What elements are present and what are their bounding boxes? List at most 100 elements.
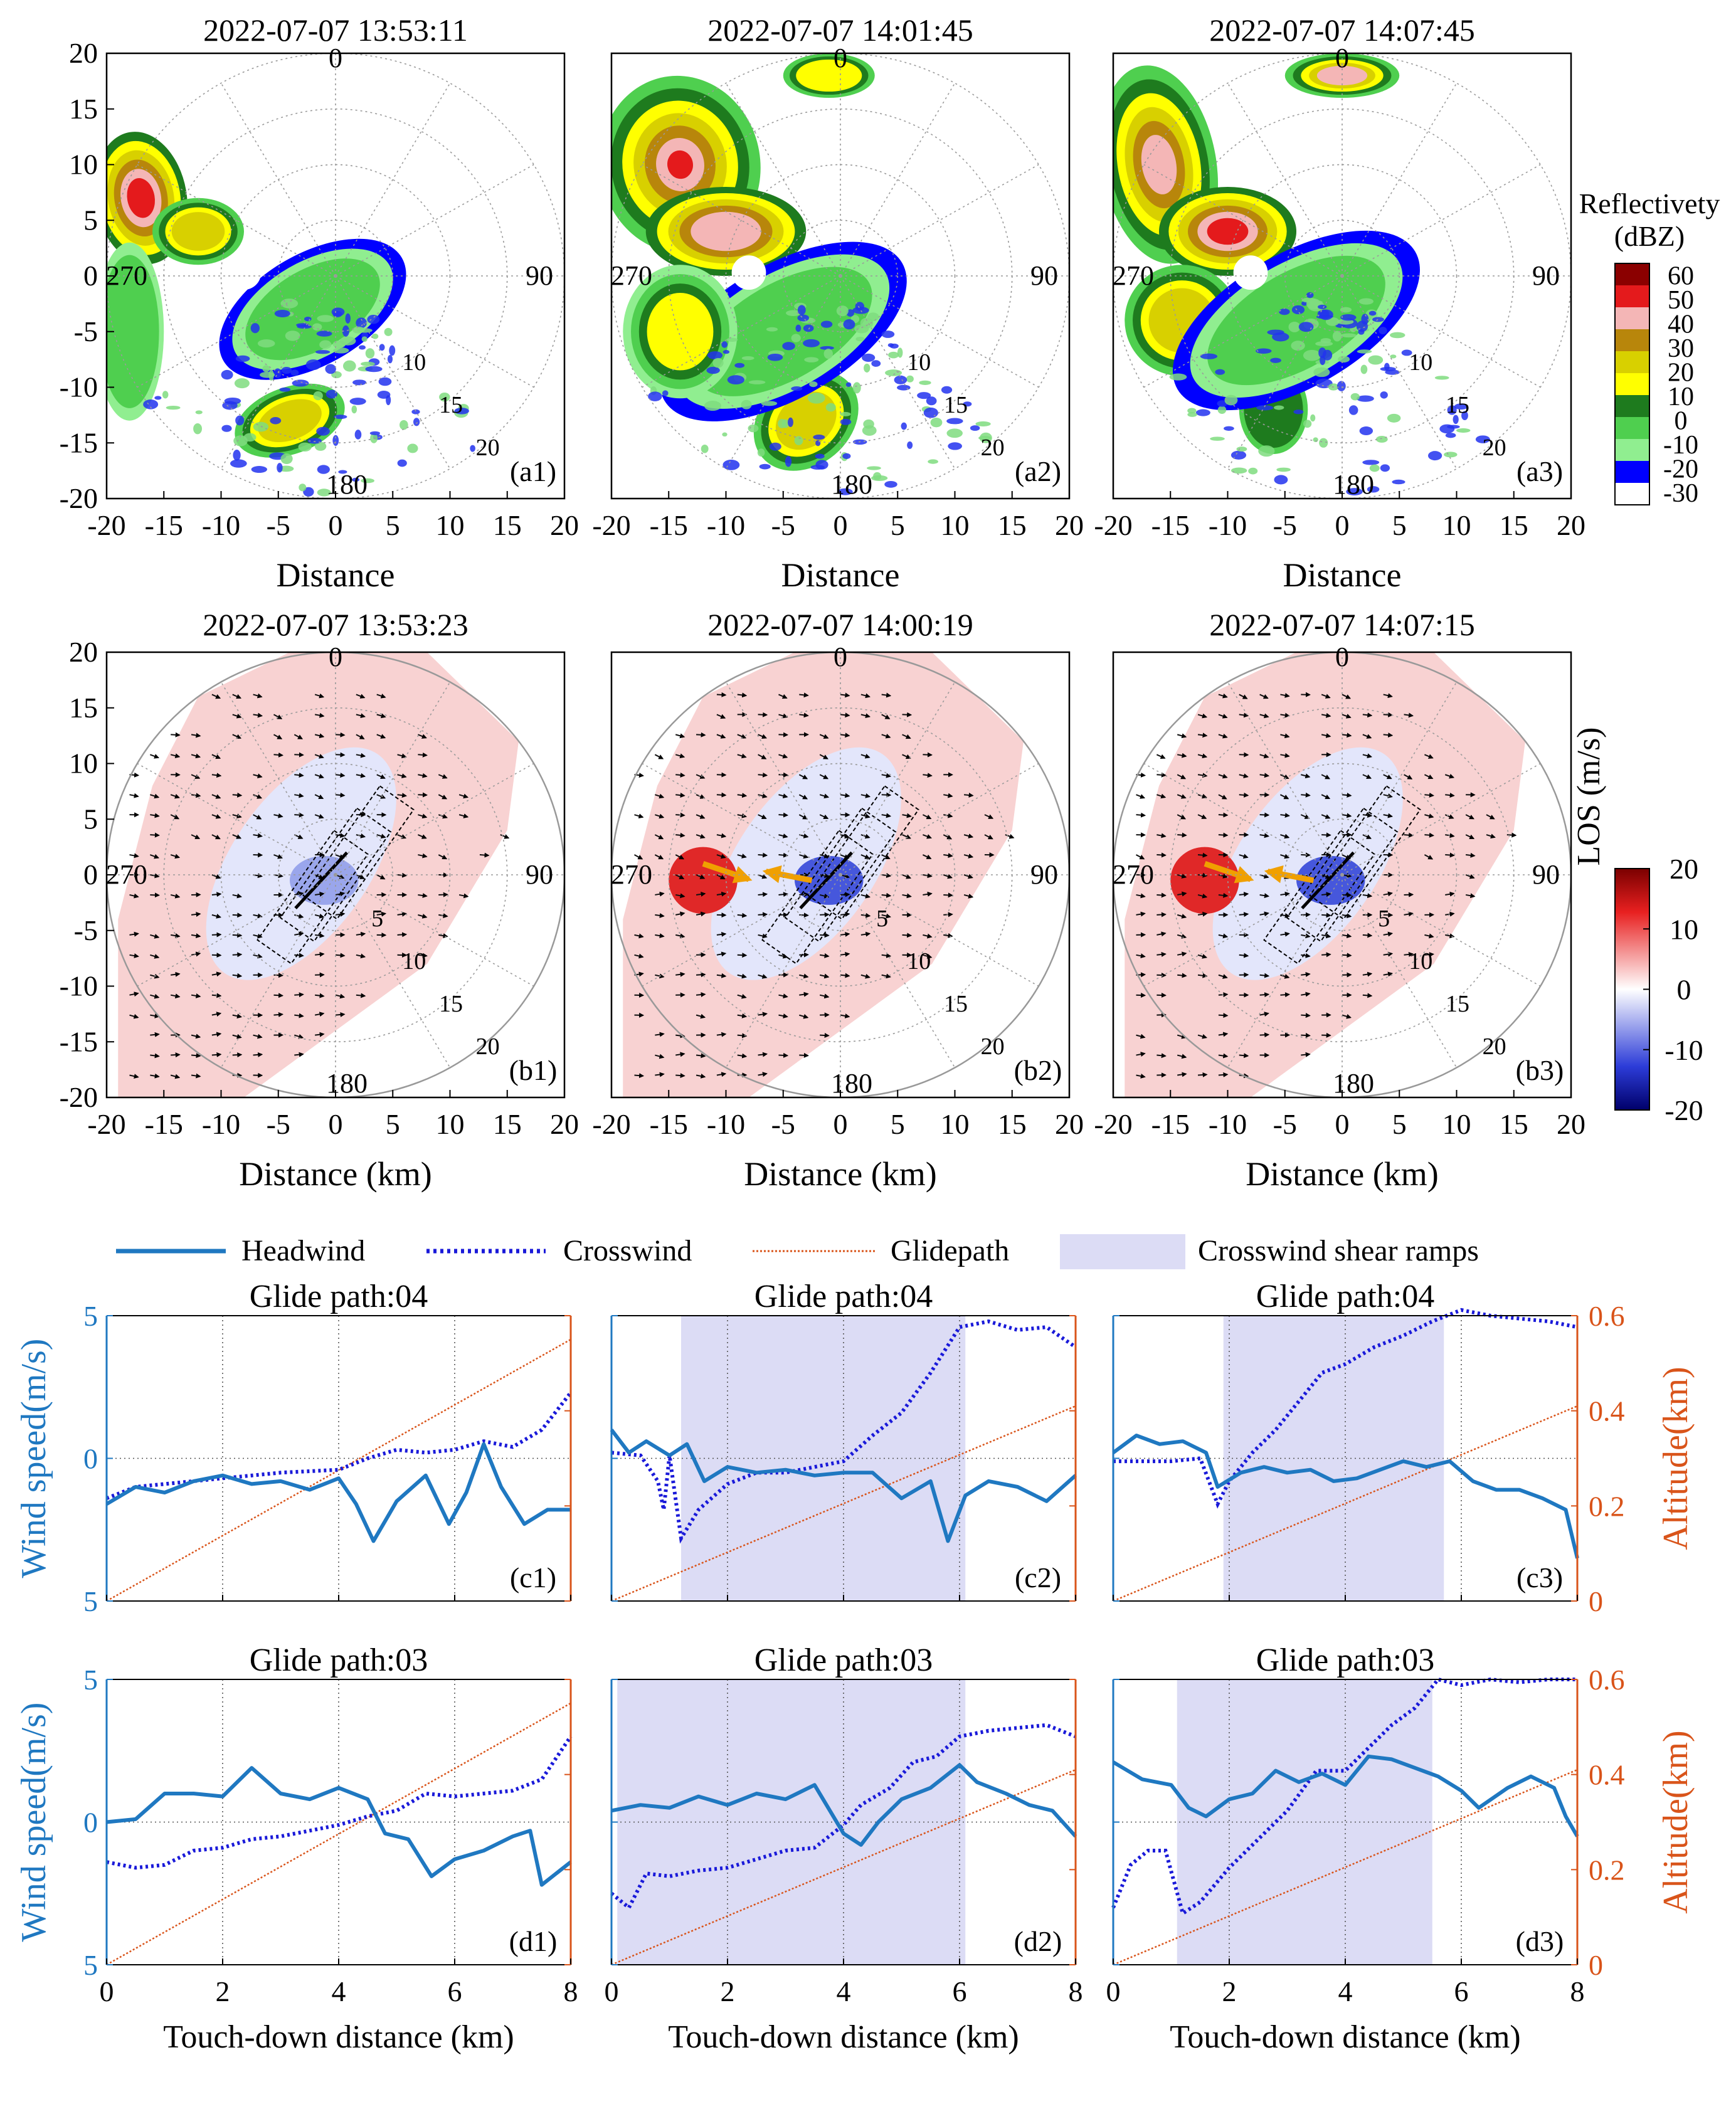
panel-label: (d2)	[1014, 1925, 1062, 1957]
azimuth-label-0: 0	[329, 43, 342, 73]
echo-speck	[280, 299, 299, 309]
wind-vector	[232, 973, 243, 978]
wind-vector	[1383, 891, 1393, 897]
echo-speck	[1291, 305, 1305, 315]
x-tick-label: -10	[707, 509, 745, 541]
x-tick-label: 15	[493, 509, 522, 541]
echo-speck	[975, 421, 991, 426]
wind-vector	[1362, 734, 1372, 739]
wind-vector	[191, 753, 201, 759]
x-tick-label: 4	[332, 1975, 346, 2007]
echo-speck	[378, 377, 392, 386]
crosswind-series	[105, 1391, 573, 1500]
echo-speck	[741, 399, 752, 410]
panel-b3: 0 90 180 270 5 10 15 20 -20 -15 -10 -5 0 5 10 15 20 2022-…	[1094, 607, 1585, 1193]
echo-speck	[345, 313, 351, 324]
x-tick-label: 20	[1055, 509, 1084, 541]
wind-vector	[1259, 893, 1270, 899]
reflectivity-color-band	[1615, 351, 1649, 374]
echo-gap	[1233, 255, 1268, 290]
x-tick-label: 5	[891, 509, 905, 541]
y-tick-label: -10	[60, 371, 98, 403]
wind-vector	[1197, 1072, 1208, 1077]
x-tick-label: -15	[145, 1108, 183, 1140]
wind-vector	[1301, 991, 1311, 997]
wind-vector	[860, 693, 871, 699]
x-tick-label: 10	[1442, 509, 1471, 541]
wind-vector	[273, 813, 283, 818]
echo-speck	[334, 415, 347, 420]
wind-vector	[1383, 693, 1393, 699]
azimuth-spoke	[725, 682, 841, 875]
wind-vector	[1301, 1052, 1311, 1057]
echo-blob	[171, 212, 225, 251]
wind-vector	[1136, 953, 1146, 959]
x-tick-label: 5	[1392, 1108, 1407, 1140]
wind-vector	[150, 813, 160, 818]
wind-vector	[1197, 814, 1207, 819]
echo-speck	[648, 391, 662, 401]
wind-vector	[191, 993, 201, 998]
echo-speck	[1315, 341, 1333, 347]
x-tick-label: 4	[1338, 1975, 1353, 2007]
echo-speck	[1390, 354, 1397, 359]
wind-vector	[675, 1073, 685, 1079]
outbound-core	[669, 847, 738, 914]
echo-speck	[277, 463, 283, 473]
wind-vector	[840, 692, 850, 698]
y2-tick-label: 0.6	[1589, 1664, 1625, 1696]
panel-title: 2022-07-07 13:53:23	[203, 607, 468, 642]
wind-vector	[253, 814, 262, 820]
azimuth-spoke	[220, 275, 336, 469]
legend-headwind-label: Headwind	[241, 1234, 365, 1267]
echo-speck	[1315, 378, 1333, 389]
azimuth-label-0: 0	[1335, 642, 1349, 672]
wind-vector	[397, 834, 407, 839]
wind-vector	[881, 873, 892, 878]
range-label: 20	[476, 435, 500, 461]
x-tick-label: -15	[650, 509, 688, 541]
wind-vector	[1156, 992, 1167, 998]
echo-speck	[1444, 452, 1458, 458]
x-tick-label: 5	[1392, 509, 1407, 541]
wind-vector	[253, 712, 263, 718]
wind-vector	[129, 953, 139, 958]
wind-vector	[1383, 951, 1394, 957]
echo-speck	[1310, 414, 1316, 422]
x-tick-label: -5	[771, 509, 795, 541]
wind-vector	[1218, 892, 1229, 898]
x-axis-title: Distance (km)	[744, 1155, 936, 1193]
wind-vector	[902, 712, 913, 717]
echo-speck	[1248, 467, 1258, 475]
wind-vector	[923, 954, 933, 959]
azimuth-label-90: 90	[1030, 260, 1058, 291]
wind-vector	[191, 732, 201, 738]
wind-vector	[1177, 1033, 1187, 1039]
wind-vector	[1424, 952, 1434, 958]
x-tick-label: 5	[386, 509, 400, 541]
wind-vector	[1259, 753, 1269, 759]
wind-vector	[902, 734, 911, 739]
wind-vector	[634, 813, 644, 819]
wind-vector	[1342, 1013, 1352, 1019]
wind-vector	[376, 911, 387, 917]
wind-vector	[1383, 712, 1394, 717]
wind-vector	[1280, 712, 1290, 718]
y-tick-label: -5	[74, 914, 98, 946]
wind-vector	[819, 993, 830, 999]
echo-speck	[342, 360, 356, 372]
azimuth-label-0: 0	[1335, 43, 1349, 73]
echo-speck	[791, 386, 803, 391]
panel-title: 2022-07-07 14:01:45	[707, 13, 973, 48]
echo-speck	[1360, 364, 1368, 374]
azimuth-spoke	[335, 83, 451, 277]
wind-vector	[1444, 773, 1455, 779]
wind-vector	[253, 794, 263, 799]
echo-speck	[781, 419, 790, 428]
wind-vector	[922, 854, 932, 859]
echo-speck	[837, 488, 853, 495]
wind-vector	[1239, 712, 1249, 718]
echo-speck	[803, 339, 820, 347]
wind-vector	[1156, 931, 1167, 937]
wind-vector	[675, 772, 685, 778]
